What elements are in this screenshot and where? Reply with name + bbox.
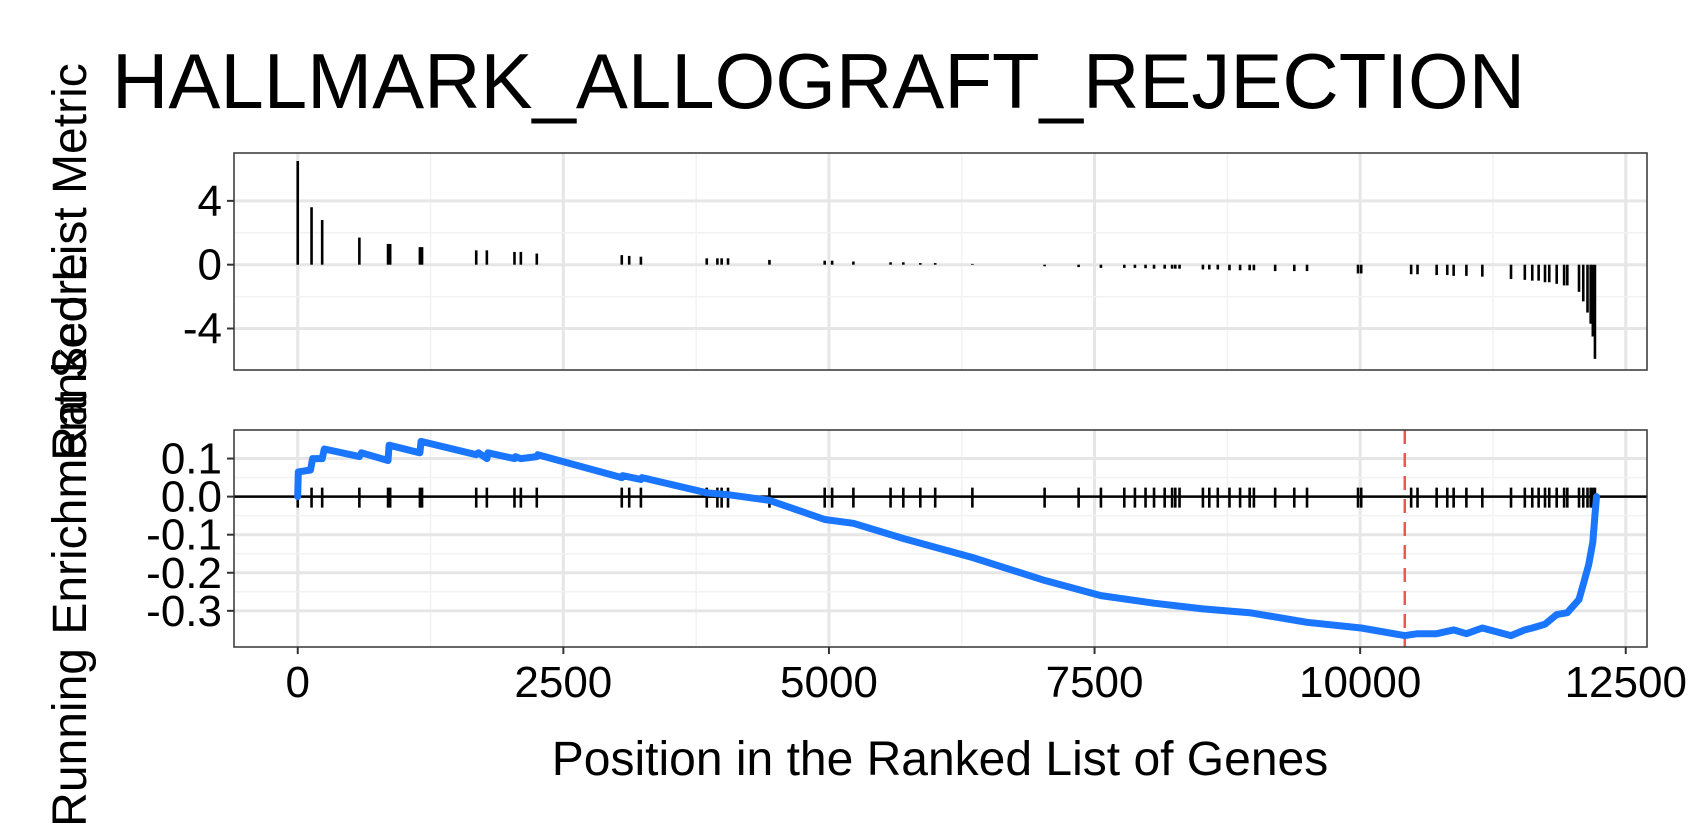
chart-title: HALLMARK_ALLOGRAFT_REJECTION — [112, 37, 1525, 125]
x-tick-label: 0 — [286, 658, 310, 707]
top-panel-border — [233, 152, 1648, 371]
y-tick-label: 0.1 — [161, 435, 222, 484]
bottom-y-axis-title: Running Enrichment Score — [44, 253, 97, 827]
x-axis-ticks: 0 2500 5000 7500 10000 12500 — [286, 647, 1687, 707]
x-tick-label: 12500 — [1565, 658, 1687, 707]
top-panel-y-ticks: 4 0 -4 — [183, 177, 234, 354]
running-es-line — [294, 437, 1600, 640]
y-tick-label: -0.1 — [146, 511, 222, 560]
gene-hit-marks — [296, 487, 1597, 508]
y-tick-label: -0.2 — [146, 549, 222, 598]
y-tick-label: -4 — [183, 305, 222, 354]
top-panel-background — [234, 153, 1647, 370]
bottom-panel-y-ticks: 0.10.0-0.1-0.2-0.3 — [146, 435, 234, 636]
y-tick-label: 0.0 — [161, 473, 222, 522]
y-tick-label: 0 — [198, 241, 222, 290]
x-tick-label: 2500 — [514, 658, 612, 707]
top-panel: 4 0 -4 — [183, 152, 1648, 371]
y-tick-label: 4 — [198, 177, 222, 226]
bottom-panel-border — [233, 429, 1648, 648]
bottom-panel-background — [234, 430, 1647, 647]
y-tick-label: -0.3 — [146, 587, 222, 636]
bottom-panel: 0.10.0-0.1-0.2-0.3 — [146, 429, 1648, 648]
x-tick-label: 10000 — [1299, 658, 1421, 707]
x-tick-label: 5000 — [780, 658, 878, 707]
x-tick-label: 7500 — [1046, 658, 1144, 707]
x-axis-title: Position in the Ranked List of Genes — [552, 733, 1328, 786]
ranked-metric-bars — [296, 160, 1597, 359]
top-y-axis-title: Ranked List Metric — [44, 63, 97, 460]
